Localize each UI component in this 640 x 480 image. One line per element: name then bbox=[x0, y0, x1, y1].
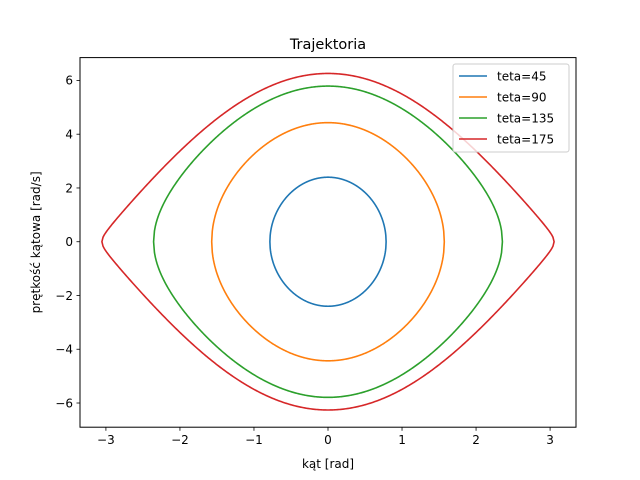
plot-lines bbox=[101, 72, 555, 411]
y-tick-label: −2 bbox=[55, 289, 73, 303]
series-line-teta=135 bbox=[152, 85, 504, 399]
y-tick-label: −6 bbox=[55, 396, 73, 410]
legend: teta=45 teta=90 teta=135 teta=175 bbox=[452, 63, 570, 153]
x-tick-label: −1 bbox=[245, 433, 263, 447]
legend-box bbox=[452, 63, 570, 153]
x-tick-label: −3 bbox=[97, 433, 115, 447]
y-tick-label: −4 bbox=[55, 343, 73, 357]
x-axis-ticks: −3 −2 −1 0 1 2 3 bbox=[97, 427, 554, 447]
y-tick-label: 0 bbox=[65, 235, 73, 249]
y-tick-label: 6 bbox=[65, 74, 73, 88]
x-tick-label: 3 bbox=[546, 433, 554, 447]
series-line-teta=175 bbox=[101, 72, 555, 411]
x-tick-label: 0 bbox=[324, 433, 332, 447]
x-tick-label: −2 bbox=[171, 433, 189, 447]
series-line-teta=45 bbox=[269, 176, 387, 308]
legend-label: teta=175 bbox=[497, 132, 554, 146]
x-axis-label: kąt [rad] bbox=[302, 457, 354, 471]
x-tick-label: 1 bbox=[398, 433, 406, 447]
legend-label: teta=45 bbox=[497, 69, 546, 83]
x-tick-label: 2 bbox=[472, 433, 480, 447]
y-axis-ticks: −6 −4 −2 0 2 4 6 bbox=[55, 74, 80, 410]
y-tick-label: 4 bbox=[65, 128, 73, 142]
legend-label: teta=90 bbox=[497, 90, 546, 104]
y-tick-label: 2 bbox=[65, 181, 73, 195]
chart-title: Trajektoria bbox=[289, 37, 366, 53]
legend-label: teta=135 bbox=[497, 111, 554, 125]
series-line-teta=90 bbox=[210, 121, 446, 362]
y-axis-label: prętkość kątowa [rad/s] bbox=[29, 171, 43, 313]
